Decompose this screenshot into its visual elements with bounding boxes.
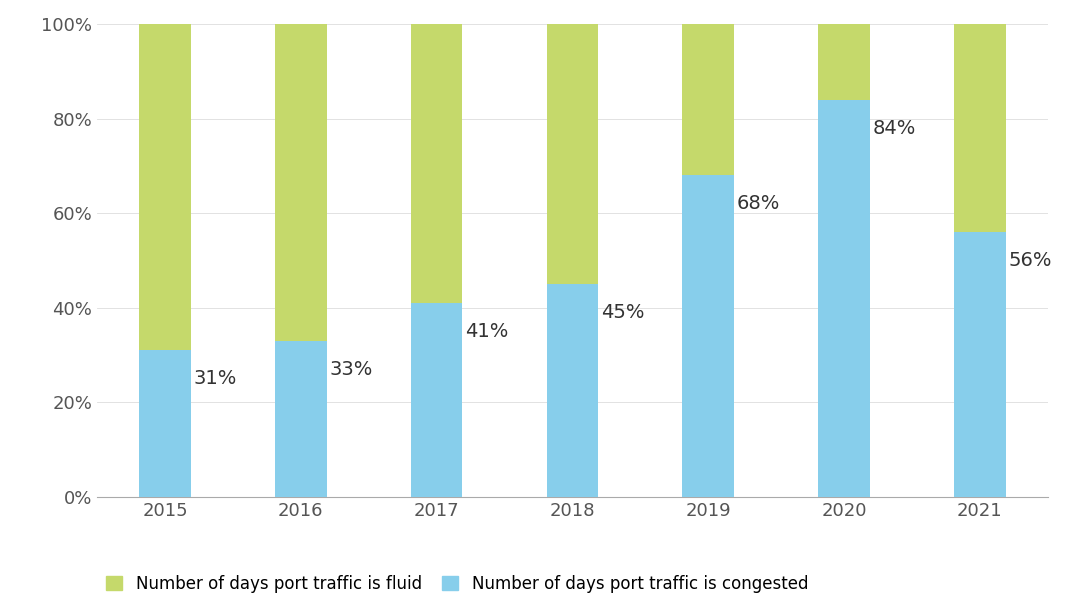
Bar	[546, 284, 598, 497]
Bar	[683, 176, 734, 497]
Text: 33%: 33%	[329, 360, 373, 379]
Text: 31%: 31%	[193, 369, 237, 388]
Text: 45%: 45%	[600, 303, 645, 322]
Bar	[410, 24, 462, 303]
Bar	[410, 303, 462, 497]
Bar	[139, 24, 191, 350]
Legend: Number of days port traffic is fluid, Number of days port traffic is congested: Number of days port traffic is fluid, Nu…	[106, 574, 808, 593]
Bar	[683, 24, 734, 176]
Text: 68%: 68%	[737, 195, 780, 213]
Bar	[819, 24, 869, 100]
Bar	[954, 24, 1005, 232]
Text: 84%: 84%	[873, 119, 916, 138]
Bar	[275, 24, 326, 341]
Bar	[954, 232, 1005, 497]
Bar	[139, 350, 191, 497]
Bar	[546, 24, 598, 284]
Text: 41%: 41%	[465, 322, 509, 341]
Bar	[275, 341, 326, 497]
Bar	[819, 100, 869, 497]
Text: 56%: 56%	[1008, 251, 1052, 270]
